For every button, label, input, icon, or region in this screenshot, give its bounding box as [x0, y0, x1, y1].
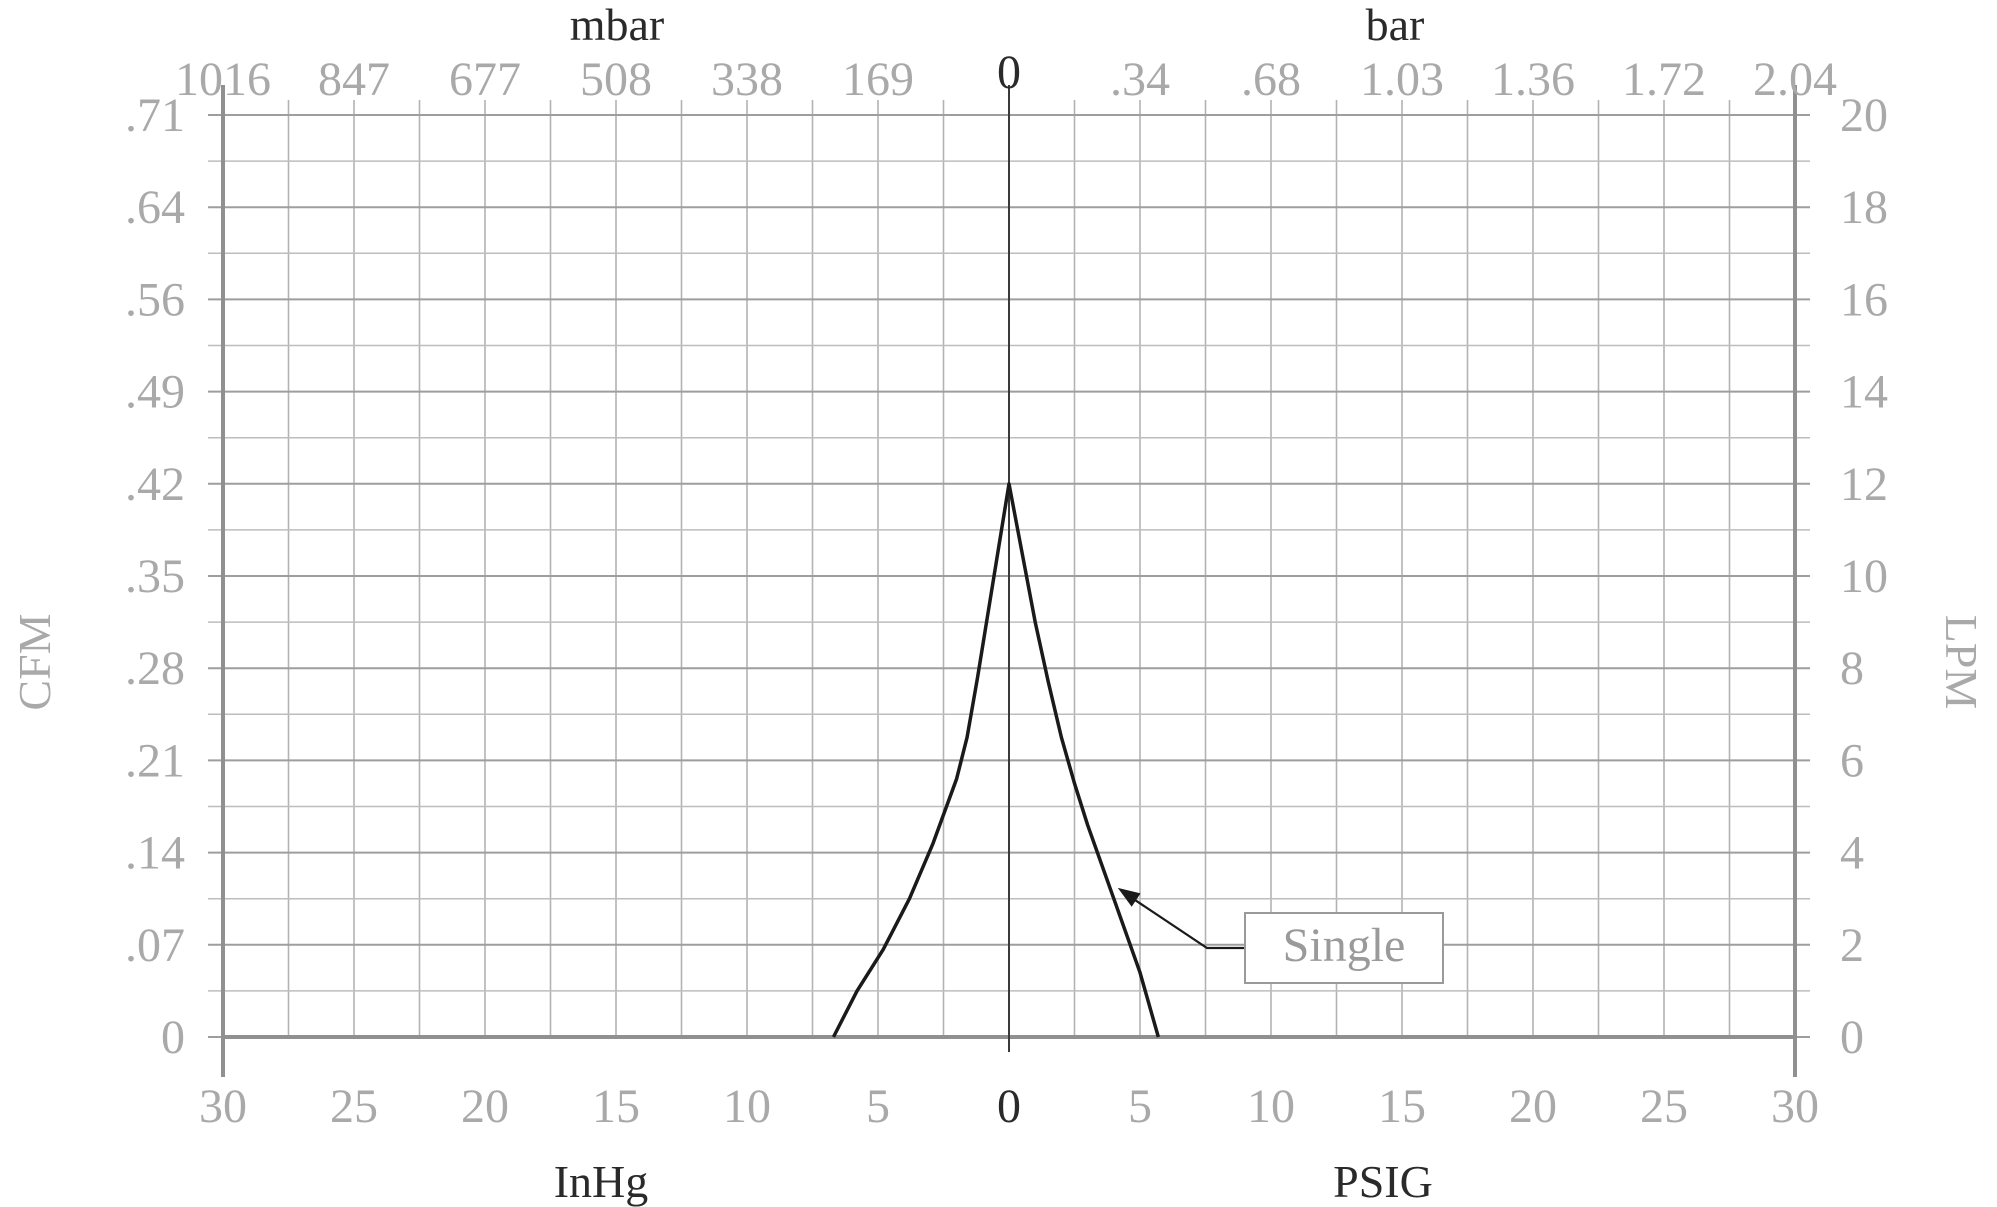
y-tick-label-lpm: 8 — [1840, 642, 1864, 695]
annotation-label-single: Single — [1283, 919, 1406, 972]
x-tick-label-psig: 25 — [1640, 1080, 1688, 1133]
x-tick-label-inhg: 20 — [461, 1080, 509, 1133]
y-tick-label-cfm: .71 — [125, 89, 185, 142]
y-tick-label-cfm: .64 — [125, 181, 185, 234]
series-line-single — [831, 482, 1161, 1038]
y-tick-label-lpm: 12 — [1840, 458, 1888, 511]
x-tick-label-bar: 1.72 — [1622, 53, 1706, 106]
x-tick-label-mbar: 847 — [318, 53, 390, 106]
y-tick-label-cfm: .07 — [125, 919, 185, 972]
x-tick-label-psig: 5 — [1128, 1080, 1152, 1133]
y-tick-label-cfm: .35 — [125, 550, 185, 603]
x-tick-label-mbar: 338 — [711, 53, 783, 106]
y-tick-label-cfm: 0 — [161, 1011, 185, 1064]
y-tick-label-lpm: 0 — [1840, 1011, 1864, 1064]
axis-title-mbar: mbar — [570, 0, 665, 50]
x-tick-label-mbar: 1016 — [175, 53, 271, 106]
annotation-layer: Single — [1117, 887, 1444, 984]
axis-title-bar: bar — [1366, 0, 1425, 50]
x-tick-label-inhg: 30 — [199, 1080, 247, 1133]
y-tick-label-cfm: .21 — [125, 734, 185, 787]
y-tick-label-cfm: .49 — [125, 366, 185, 419]
y-tick-label-lpm: 18 — [1840, 181, 1888, 234]
x-tick-label-inhg: 10 — [723, 1080, 771, 1133]
top-tick-labels: 1016 847 677 508 338 169 .34 .68 1.03 1.36 1.72 2.0… — [175, 46, 1837, 106]
x-tick-label-psig: 30 — [1771, 1080, 1819, 1133]
y-tick-label-lpm: 14 — [1840, 366, 1888, 419]
y-tick-label-lpm: 4 — [1840, 827, 1864, 880]
x-tick-label-psig: 15 — [1378, 1080, 1426, 1133]
y-tick-label-cfm: .56 — [125, 273, 185, 326]
x-tick-label-mbar: 677 — [449, 53, 521, 106]
x-tick-label-psig: 20 — [1509, 1080, 1557, 1133]
grid-minor — [222, 100, 1796, 1037]
bottom-tick-labels: 30 25 20 15 10 5 5 10 15 20 25 30 0 — [199, 1080, 1819, 1133]
x-tick-label-bar: 2.04 — [1753, 53, 1837, 106]
y-tick-label-cfm: .28 — [125, 642, 185, 695]
y-tick-label-lpm: 10 — [1840, 550, 1888, 603]
annotation-leader-line — [1125, 892, 1245, 950]
x-tick-label-bar: .68 — [1241, 53, 1301, 106]
y-tick-label-lpm: 16 — [1840, 273, 1888, 326]
x-tick-label-mbar: 508 — [580, 53, 652, 106]
y-tick-label-lpm: 20 — [1840, 89, 1888, 142]
x-tick-label-zero: 0 — [997, 1080, 1021, 1133]
x-tick-label-bar: 1.36 — [1491, 53, 1575, 106]
axis-title-cfm: CFM — [9, 613, 60, 710]
annotation-arrowhead — [1117, 887, 1141, 907]
axes — [221, 85, 1797, 1077]
axis-title-inhg: InHg — [554, 1156, 649, 1207]
x-tick-label-inhg: 25 — [330, 1080, 378, 1133]
annotation-box — [1244, 912, 1444, 984]
y-tick-label-lpm: 2 — [1840, 919, 1864, 972]
x-tick-label-bar: .34 — [1110, 53, 1170, 106]
y-tick-label-cfm: .14 — [125, 827, 185, 880]
axis-title-psig: PSIG — [1333, 1156, 1433, 1207]
y-tick-label-cfm: .42 — [125, 458, 185, 511]
axis-title-lpm: LPM — [1936, 615, 1987, 710]
x-tick-label-bar: 1.03 — [1360, 53, 1444, 106]
right-tick-labels: 0 2 4 6 8 10 12 14 16 18 20 — [1840, 89, 1888, 1064]
series-layer — [831, 482, 1161, 1038]
x-tick-label-mbar: 169 — [842, 53, 914, 106]
left-tick-labels: 0 .07 .14 .21 .28 .35 .42 .49 .56 .64 .71 — [125, 89, 185, 1064]
x-tick-label-top-zero: 0 — [997, 46, 1021, 99]
x-tick-label-inhg: 15 — [592, 1080, 640, 1133]
x-tick-label-psig: 10 — [1247, 1080, 1295, 1133]
x-tick-label-inhg: 5 — [866, 1080, 890, 1133]
y-tick-label-lpm: 6 — [1840, 734, 1864, 787]
